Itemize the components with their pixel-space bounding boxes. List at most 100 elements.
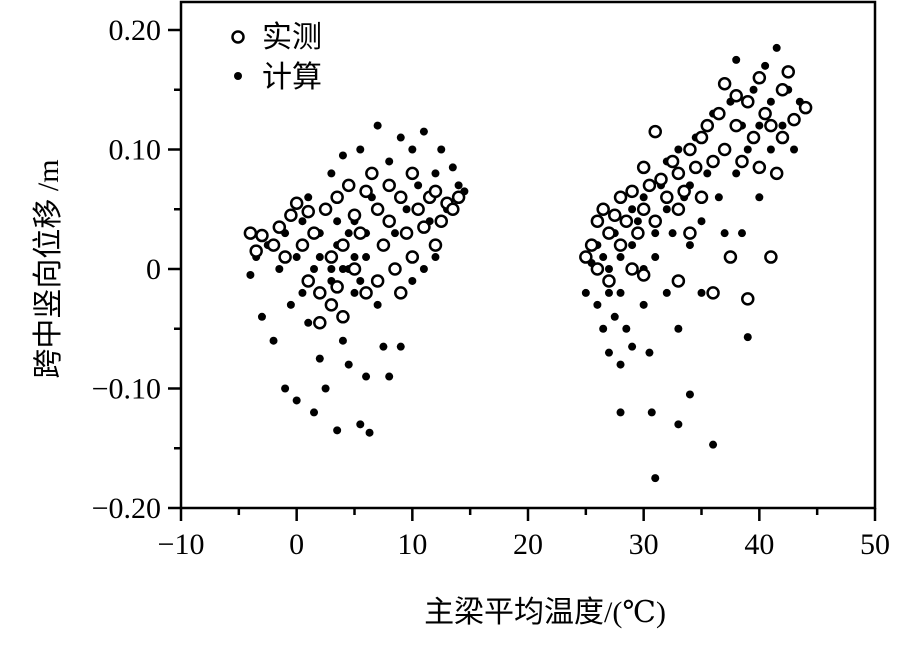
data-point-computed [599,253,608,262]
legend-label-computed: 计算 [262,61,322,94]
data-point-computed [304,193,313,202]
data-point-computed [593,300,602,309]
data-point-measured [636,160,651,175]
data-point-measured [717,77,732,91]
data-point-computed [639,300,648,309]
data-point-computed [454,181,463,190]
data-point-computed [604,288,613,297]
data-point-measured [584,238,599,252]
data-point-measured [405,166,420,181]
x-axis-label: 主梁平均温度/(℃) [424,596,666,629]
data-point-measured [729,88,743,103]
data-point-measured [613,190,628,205]
data-point-computed [674,420,683,429]
data-point-measured [359,184,373,199]
data-point-computed [327,169,336,178]
data-point-measured [382,214,396,228]
data-point-computed [697,217,706,226]
data-point-measured [376,238,391,252]
data-point-computed [685,390,694,399]
data-point-computed [373,121,382,130]
data-point-measured [370,274,385,288]
legend-marker-computed [234,72,242,80]
data-point-measured [394,286,408,300]
data-point-measured [336,310,350,324]
data-point-computed [390,229,399,238]
data-point-measured [388,262,402,276]
data-point-computed [257,312,266,321]
data-point-computed [749,85,758,94]
data-point-computed [310,408,319,417]
data-point-computed [292,396,301,405]
data-point-computed [604,348,613,357]
data-point-measured [677,184,691,199]
x-tick-label: 0 [289,528,304,561]
data-point-computed [333,426,342,435]
data-point-measured [394,190,408,205]
data-point-measured [428,184,443,199]
data-point-measured [706,286,720,300]
data-point-measured [324,298,339,312]
data-point-computed [772,43,781,52]
data-point-measured [330,190,344,205]
data-point-measured [694,130,709,145]
axes: −10 0 10 20 30 40 50 −0.20 −0.10 0 0.10 0.20 [92,0,890,561]
data-point-computed [622,324,631,333]
data-point-computed [315,253,324,262]
data-point-measured [665,154,680,169]
data-point-measured [671,274,686,288]
data-point-computed [298,217,307,226]
data-point-measured [324,250,339,264]
data-point-measured [706,154,720,169]
data-point-computed [709,440,718,449]
data-point-measured [596,202,610,216]
data-point-measured [631,226,645,240]
data-point-computed [448,163,457,172]
x-tick-label: 40 [744,528,774,561]
data-point-measured [654,172,668,187]
plot-area [243,43,813,483]
data-point-measured [347,208,362,222]
data-point-computed [275,265,284,273]
data-point-computed [437,145,446,154]
data-point-measured [723,250,738,264]
data-point-measured [625,184,639,199]
data-point-measured [781,65,795,79]
data-point-measured [255,228,269,243]
data-point-computed [379,342,388,351]
data-point-computed [356,145,365,154]
data-point-computed [761,61,770,70]
data-point-measured [284,208,298,222]
data-point-computed [419,127,428,136]
data-point-computed [610,312,619,321]
data-point-measured [602,274,616,288]
data-point-measured [608,208,622,222]
data-point-computed [662,288,671,297]
data-point-computed [714,193,723,202]
data-point-computed [616,360,625,369]
data-point-computed [431,253,440,262]
data-point-computed [616,408,625,417]
data-point-measured [602,226,616,240]
data-point-measured [341,178,356,193]
data-point-computed [356,276,365,285]
data-point-computed [743,333,752,342]
data-point-measured [370,202,385,216]
data-point-measured [249,244,263,258]
data-point-computed [298,288,307,297]
data-point-computed [419,265,428,273]
data-point-measured [660,190,674,205]
data-point-computed [743,145,752,154]
data-point-computed [281,384,290,393]
data-point-measured [671,202,686,216]
data-point-computed [697,288,706,297]
data-point-measured [301,204,315,219]
data-point-computed [647,408,656,417]
data-point-computed [396,342,405,351]
y-tick-label: 0.20 [109,14,162,47]
data-point-measured [579,250,593,264]
data-point-measured [769,166,784,181]
data-point-computed [732,55,741,64]
data-point-computed [628,241,637,250]
